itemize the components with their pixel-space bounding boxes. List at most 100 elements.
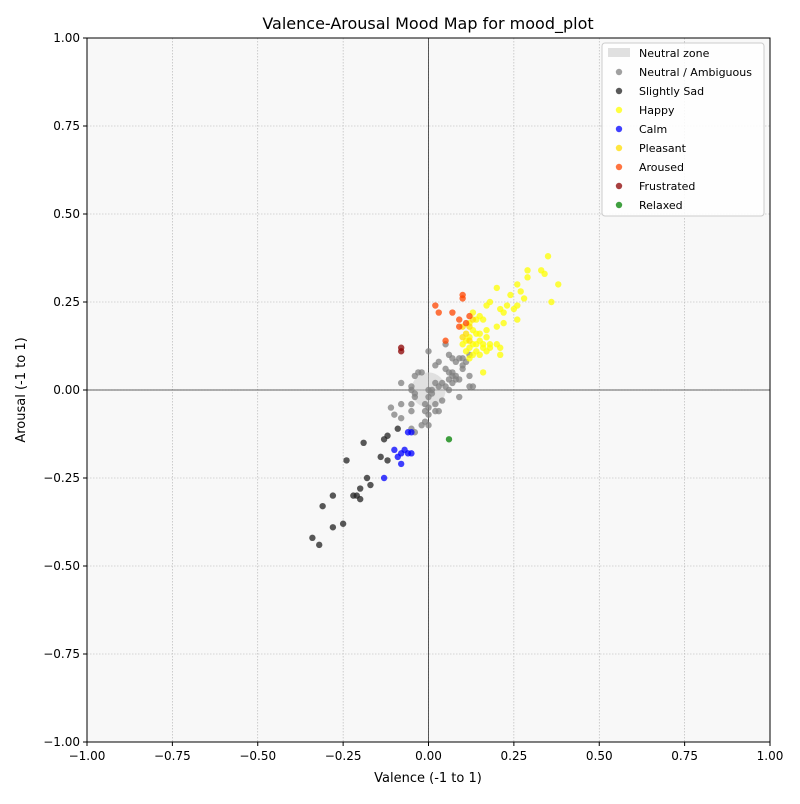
data-point (377, 453, 384, 461)
data-point (442, 337, 449, 344)
data-point (459, 341, 466, 348)
x-tick-label: −0.50 (239, 749, 276, 763)
data-point (411, 372, 419, 380)
data-point (380, 474, 388, 482)
data-point (476, 351, 483, 358)
legend-label: Frustrated (639, 180, 695, 193)
data-point (514, 281, 521, 288)
legend-marker (615, 163, 623, 171)
legend: Neutral zone Neutral / Ambiguous Slightly … (601, 42, 765, 217)
data-point (329, 524, 337, 531)
data-point (456, 323, 463, 330)
y-tick-label: −0.25 (43, 471, 80, 485)
x-tick-label: 0.75 (671, 749, 698, 763)
data-point (421, 407, 429, 415)
y-tick-label: 0.75 (53, 119, 80, 133)
data-point (428, 390, 436, 397)
y-tick-label: 0.00 (53, 383, 80, 397)
data-point (483, 348, 490, 355)
data-point (394, 425, 401, 432)
data-point (524, 267, 531, 274)
legend-label: Aroused (639, 161, 684, 174)
legend-label: Happy (639, 104, 675, 117)
chart-title: Valence-Arousal Mood Map for mood_plot (262, 14, 593, 34)
data-point (394, 453, 401, 461)
data-point (469, 383, 477, 390)
x-axis-ticks: −1.00 −0.75 −0.50 −0.25 0.00 0.25 0.50 0.75 1.00 (69, 742, 784, 763)
series-7 (445, 436, 453, 443)
x-tick-label: −0.25 (325, 749, 362, 763)
data-point (479, 369, 487, 376)
legend-marker (615, 182, 623, 190)
data-point (438, 397, 446, 404)
data-point (384, 457, 391, 464)
data-point (507, 291, 514, 299)
data-point (493, 284, 500, 292)
data-point (449, 379, 456, 387)
y-axis-label: Arousal (-1 to 1) (14, 337, 29, 442)
data-point (483, 334, 490, 341)
data-point (432, 302, 439, 309)
data-point (418, 369, 425, 376)
data-point (391, 446, 398, 454)
data-point (432, 379, 439, 387)
data-point (418, 422, 425, 429)
data-point (360, 439, 367, 446)
data-point (425, 348, 432, 355)
data-point (435, 309, 442, 316)
y-tick-label: −0.50 (43, 559, 80, 573)
series-1 (309, 425, 401, 549)
legend-label: Slightly Sad (639, 85, 704, 98)
x-tick-label: 1.00 (757, 749, 784, 763)
data-point (456, 393, 463, 401)
y-tick-label: 1.00 (53, 31, 80, 45)
data-point (555, 281, 562, 288)
data-point (411, 393, 419, 401)
data-point (466, 337, 473, 344)
data-point (329, 492, 337, 499)
data-point (391, 411, 398, 418)
data-point (397, 379, 405, 387)
data-point (459, 365, 466, 373)
data-point (432, 400, 439, 408)
data-point (363, 474, 371, 482)
legend-label: Pleasant (639, 142, 687, 155)
data-point (514, 316, 521, 323)
data-point (367, 481, 374, 489)
data-point (432, 407, 439, 415)
data-point (466, 355, 473, 362)
data-points (309, 253, 562, 549)
data-point (548, 298, 555, 306)
data-point (425, 422, 432, 429)
x-axis-label: Valence (-1 to 1) (374, 771, 482, 786)
data-point (459, 295, 466, 302)
data-point (343, 457, 350, 464)
legend-marker (615, 87, 623, 95)
data-point (459, 334, 466, 341)
legend-marker (615, 201, 623, 209)
legend-label: Calm (639, 123, 667, 136)
data-point (503, 302, 511, 309)
y-tick-label: 0.50 (53, 207, 80, 221)
x-tick-label: 0.50 (586, 749, 613, 763)
data-point (435, 358, 442, 366)
data-point (500, 319, 507, 327)
data-point (473, 341, 480, 348)
data-point (483, 302, 490, 309)
data-point (514, 302, 521, 309)
y-tick-label: −0.75 (43, 647, 80, 661)
legend-box (601, 42, 765, 217)
data-point (466, 372, 473, 380)
data-point (387, 404, 395, 411)
legend-marker (615, 125, 623, 133)
data-point (483, 326, 490, 334)
data-point (479, 316, 487, 323)
data-point (497, 351, 504, 358)
data-point (541, 270, 548, 278)
x-tick-label: −0.75 (154, 749, 191, 763)
y-tick-label: 0.25 (53, 295, 80, 309)
y-tick-label: −1.00 (43, 735, 80, 749)
legend-marker (615, 144, 623, 152)
data-point (476, 330, 483, 337)
